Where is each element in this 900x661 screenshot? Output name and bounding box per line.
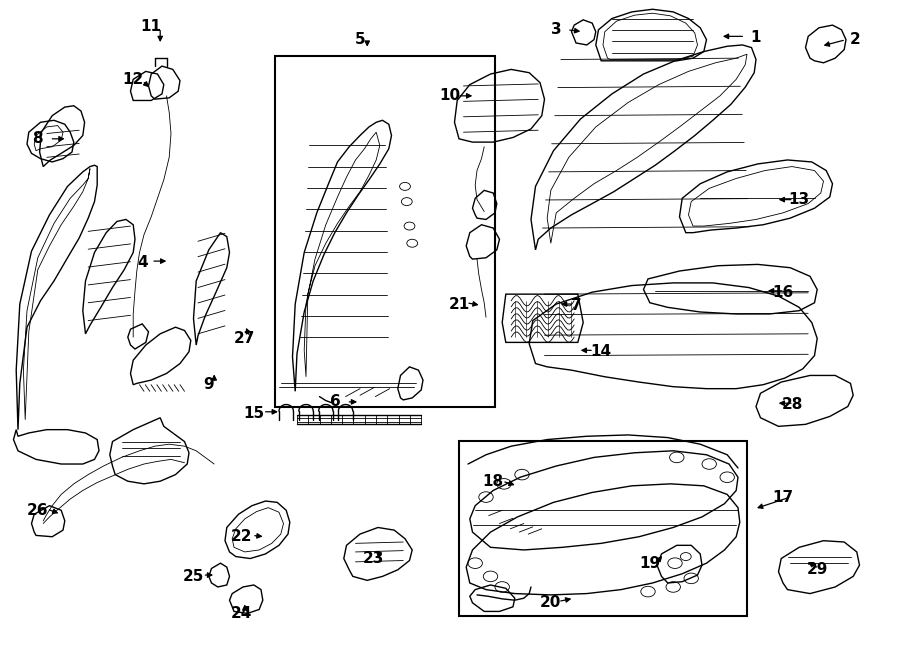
Text: 23: 23 — [363, 551, 384, 566]
Text: 16: 16 — [772, 285, 794, 299]
Text: 3: 3 — [551, 22, 562, 37]
Text: 25: 25 — [183, 569, 204, 584]
Text: 17: 17 — [772, 490, 794, 504]
Text: 1: 1 — [751, 30, 761, 45]
Text: 15: 15 — [243, 406, 265, 420]
Text: 9: 9 — [203, 377, 214, 392]
Text: 2: 2 — [850, 32, 860, 47]
Text: 7: 7 — [571, 298, 581, 313]
Text: 5: 5 — [355, 32, 365, 47]
Text: 14: 14 — [590, 344, 612, 359]
Text: 19: 19 — [639, 556, 661, 570]
Text: 27: 27 — [234, 331, 256, 346]
Text: 29: 29 — [806, 563, 828, 577]
Text: 20: 20 — [540, 596, 562, 610]
Text: 6: 6 — [330, 395, 341, 409]
Text: 26: 26 — [27, 503, 49, 518]
Text: 28: 28 — [781, 397, 803, 412]
Text: 13: 13 — [788, 192, 810, 207]
Text: 10: 10 — [439, 89, 461, 103]
Text: 12: 12 — [122, 72, 144, 87]
Text: 4: 4 — [137, 255, 148, 270]
Bar — [274, 56, 495, 407]
Bar — [459, 441, 747, 616]
Text: 21: 21 — [448, 297, 470, 311]
Text: 18: 18 — [482, 474, 504, 488]
Text: 8: 8 — [32, 132, 43, 146]
Text: 11: 11 — [140, 19, 162, 34]
Text: 24: 24 — [230, 606, 252, 621]
Text: 22: 22 — [230, 529, 252, 544]
